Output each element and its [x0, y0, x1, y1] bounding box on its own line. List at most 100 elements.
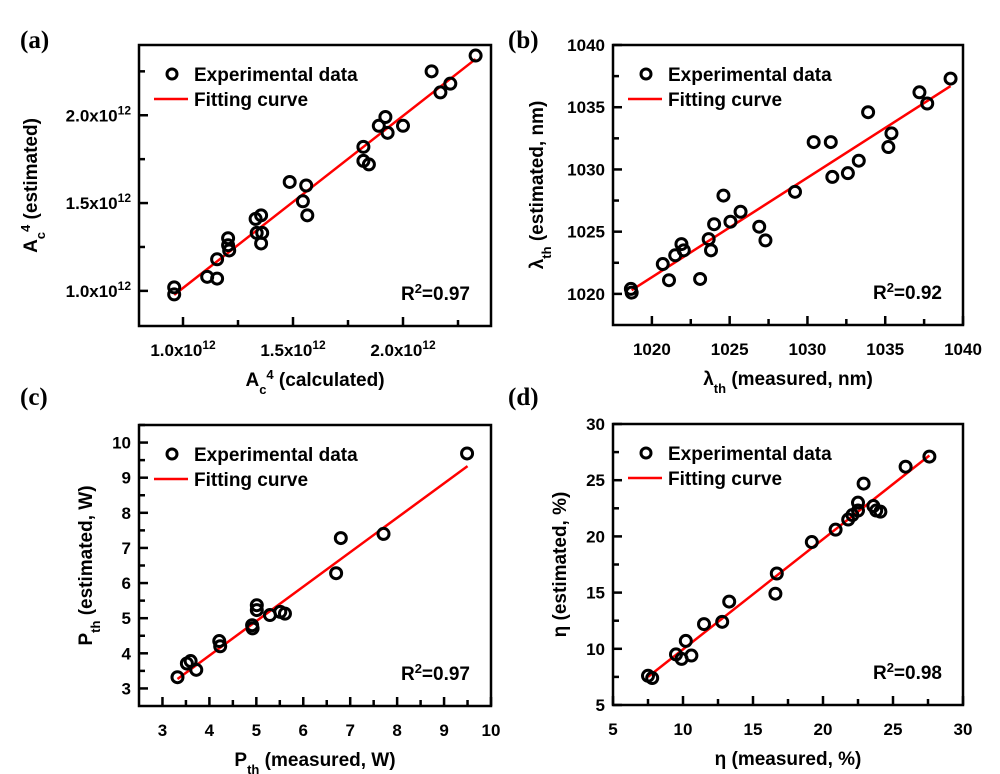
y-tick-label: 1.5x1012: [66, 191, 132, 213]
data-point: [715, 614, 730, 629]
text-part: P: [234, 750, 247, 771]
data-point: [460, 446, 475, 461]
data-point: [424, 64, 439, 79]
data-point: [758, 233, 773, 248]
legend-label-fit: Fitting curve: [668, 469, 782, 490]
legend-marker-icon: [165, 447, 179, 461]
data-point: [678, 633, 693, 648]
text-part: 20: [814, 720, 833, 739]
y-tick-label: 5: [596, 696, 605, 715]
y-tick-label: 9: [122, 469, 131, 488]
text-part: η (measured, %): [715, 749, 862, 770]
data-point: [769, 566, 784, 581]
data-point: [468, 48, 483, 63]
x-tick-label: 5: [252, 721, 261, 740]
text-part: 4: [205, 721, 215, 740]
data-point: [167, 280, 182, 295]
superscript: 2: [887, 660, 894, 675]
legend: Experimental data Fitting curve: [154, 65, 358, 111]
x-axis-label: Ac4 (calculated): [245, 367, 384, 397]
data-point: [378, 110, 393, 125]
data-point: [277, 606, 292, 621]
text-part: R: [401, 664, 415, 685]
data-point: [922, 449, 937, 464]
data-point: [222, 243, 237, 258]
subscript: th: [88, 621, 103, 633]
text-part: 15: [586, 584, 605, 603]
x-tick-label: 1030: [789, 340, 827, 359]
text-part: 9: [122, 469, 131, 488]
data-point: [851, 153, 866, 168]
text-part: (measured, nm): [726, 369, 873, 390]
y-axis-label: λth (estimated, nm): [527, 101, 554, 270]
panel-label: (d): [508, 384, 539, 411]
superscript: 4: [266, 367, 274, 382]
x-axis-label: η (measured, %): [715, 749, 862, 770]
superscript: 12: [118, 103, 132, 117]
panel-b: 1020 1025 1030 1035 1040 1020 1025 1030 1035 1040…: [508, 27, 982, 396]
legend-marker-icon: [639, 67, 653, 81]
superscript: 12: [118, 191, 132, 205]
data-point: [856, 476, 871, 491]
y-tick-label: 1035: [567, 98, 605, 117]
data-point: [245, 621, 260, 636]
text-part: 6: [299, 721, 308, 740]
text-part: 8: [122, 504, 131, 523]
data-point: [840, 166, 855, 181]
text-part: 30: [954, 720, 973, 739]
fitting-curve: [647, 454, 931, 678]
data-point: [884, 126, 899, 141]
data-point: [167, 287, 182, 302]
data-point: [333, 531, 348, 546]
data-point: [282, 174, 297, 189]
text-part: 25: [586, 471, 605, 490]
legend-label-fit: Fitting curve: [194, 90, 308, 111]
data-point: [645, 671, 660, 686]
x-tick-label: 4: [205, 721, 215, 740]
x-tick-label: 5: [608, 720, 617, 739]
plot-frame: [137, 43, 493, 328]
data-point: [693, 271, 708, 286]
data-point: [806, 135, 821, 150]
text-part: R: [873, 283, 887, 304]
y-tick-label: 20: [586, 527, 605, 546]
data-point: [254, 208, 269, 223]
x-tick-label: 20: [814, 720, 833, 739]
superscript: 12: [422, 338, 436, 352]
data-point: [376, 526, 391, 541]
data-point: [329, 566, 344, 581]
panel-d: 5 10 15 20 25 30 5 10 15 20 25 30 η (measured, %) η (…: [508, 384, 972, 770]
superscript: 2: [887, 280, 894, 295]
y-tick-label: 10: [586, 640, 605, 659]
text-part: R: [401, 284, 415, 305]
text-part: 30: [586, 415, 605, 434]
text-part: 10: [586, 640, 605, 659]
y-axis-label: Pth (estimated, W): [76, 485, 103, 645]
text-part: 3: [158, 721, 167, 740]
subscript: c: [259, 382, 266, 397]
y-tick-label: 1.0x1012: [66, 279, 132, 301]
data-point: [361, 157, 376, 172]
text-part: 2.0x10: [370, 341, 422, 360]
data-point: [189, 662, 204, 677]
legend: Experimental data Fitting curve: [154, 445, 358, 491]
data-point: [920, 96, 935, 111]
superscript: 12: [118, 279, 132, 293]
data-point: [828, 522, 843, 537]
x-tick-label: 3: [158, 721, 167, 740]
r-squared-annotation: R2=0.97: [401, 281, 470, 306]
text-part: 5: [596, 696, 605, 715]
superscript: 12: [202, 338, 216, 352]
legend-marker-icon: [639, 446, 653, 460]
legend-marker-icon: [165, 67, 179, 81]
x-tick-label: 10: [482, 721, 501, 740]
legend-label-points: Experimental data: [194, 445, 358, 466]
superscript: 12: [312, 338, 326, 352]
text-part: 1040: [944, 340, 982, 359]
text-part: 1.0x10: [150, 341, 202, 360]
legend-label-points: Experimental data: [668, 444, 832, 465]
data-point: [295, 194, 310, 209]
r-squared-annotation: R2=0.97: [401, 661, 470, 686]
data-point: [396, 118, 410, 133]
text-part: 1020: [633, 340, 671, 359]
